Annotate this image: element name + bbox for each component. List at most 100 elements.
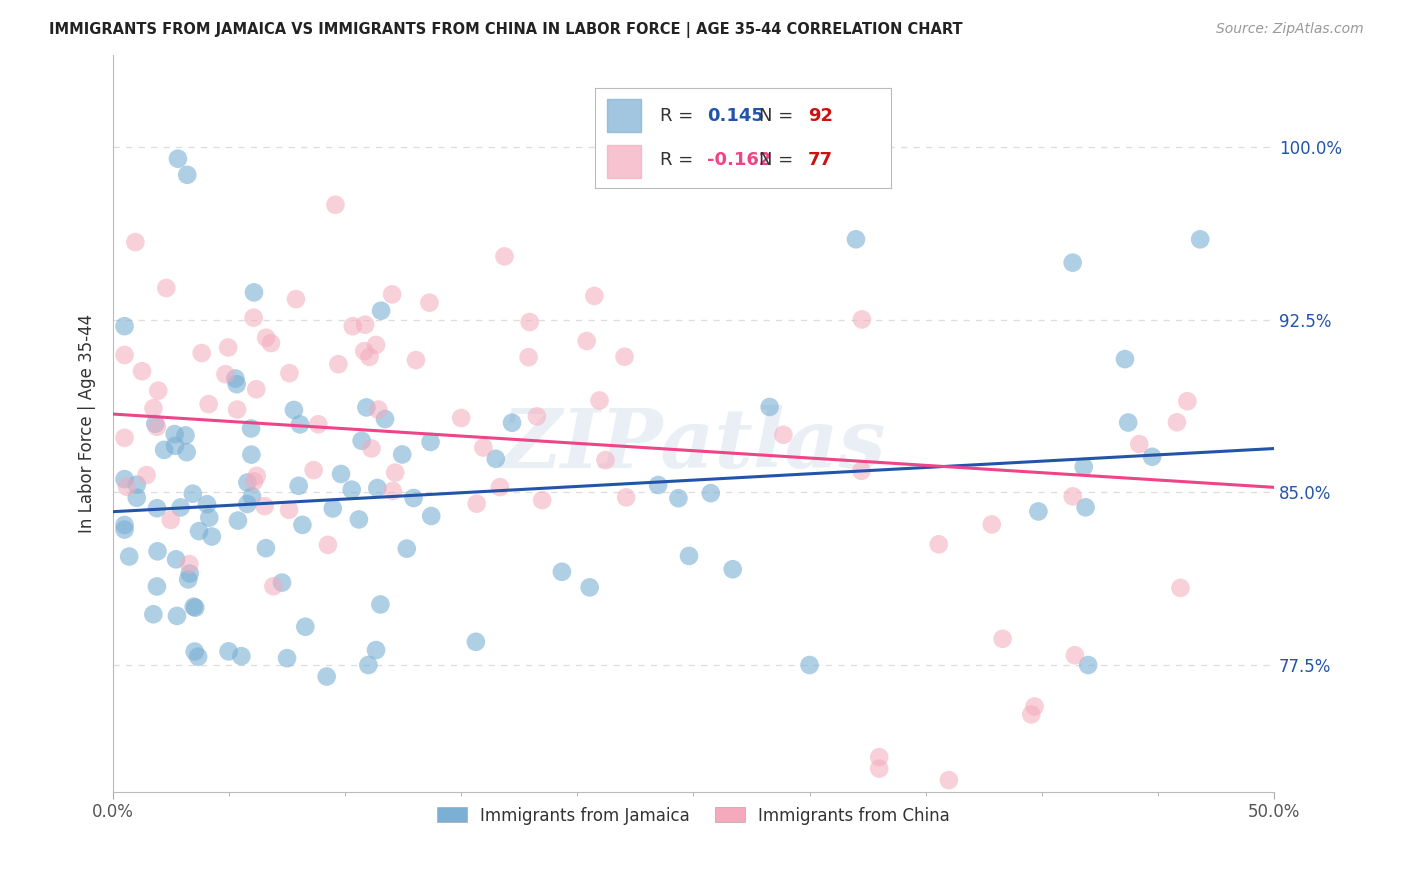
Point (291, 517, 314, 532)
Point (519, 315, 541, 329)
Point (242, 310, 264, 325)
Point (868, 750, 890, 764)
Point (245, 382, 267, 396)
Point (1073, 459, 1095, 474)
Point (354, 318, 377, 332)
Point (184, 600, 207, 615)
Point (928, 537, 950, 551)
Point (163, 439, 186, 453)
Point (114, 518, 136, 533)
Point (217, 341, 239, 355)
Point (179, 557, 201, 571)
Point (187, 649, 209, 664)
Point (142, 401, 165, 416)
Point (583, 289, 606, 303)
Point (167, 152, 190, 166)
Point (464, 634, 486, 648)
Point (153, 442, 176, 457)
Point (419, 434, 441, 449)
Point (472, 441, 495, 455)
Point (146, 544, 169, 558)
Point (1062, 489, 1084, 503)
Point (271, 575, 294, 590)
Point (131, 364, 153, 378)
Point (302, 463, 325, 477)
Point (231, 649, 253, 664)
Point (1062, 255, 1084, 269)
Point (243, 475, 266, 489)
Point (678, 549, 700, 563)
Point (143, 417, 166, 431)
Point (381, 483, 404, 498)
Point (364, 643, 387, 657)
Point (551, 565, 574, 579)
Point (531, 493, 554, 508)
Point (353, 344, 375, 359)
Point (165, 552, 187, 566)
Point (360, 442, 382, 456)
Point (287, 479, 309, 493)
Point (125, 477, 148, 491)
Point (450, 411, 472, 425)
Point (214, 368, 236, 382)
Point (276, 651, 298, 665)
Point (307, 417, 329, 432)
Point (283, 403, 305, 417)
Point (595, 453, 617, 467)
Point (1074, 500, 1097, 515)
Point (159, 513, 181, 527)
Point (614, 491, 637, 505)
Point (340, 483, 363, 497)
Point (1028, 504, 1050, 518)
Point (288, 417, 311, 432)
Point (240, 490, 263, 504)
Point (391, 447, 413, 461)
Point (668, 491, 690, 506)
Point (501, 416, 523, 430)
Point (1116, 416, 1139, 430)
Point (254, 541, 277, 556)
Point (758, 400, 780, 414)
Point (278, 503, 301, 517)
Point (489, 480, 512, 494)
Point (243, 285, 266, 300)
Point (700, 486, 723, 500)
Point (114, 348, 136, 362)
Point (125, 491, 148, 505)
Point (218, 644, 240, 658)
Point (201, 530, 224, 544)
Point (181, 486, 204, 500)
Point (135, 468, 157, 483)
Point (118, 549, 141, 564)
Point (1024, 699, 1046, 714)
Point (183, 644, 205, 658)
Point (325, 198, 347, 212)
Point (384, 466, 406, 480)
Point (114, 319, 136, 334)
Point (1019, 707, 1042, 722)
Point (494, 249, 516, 263)
Point (356, 401, 378, 415)
Point (294, 620, 316, 634)
Point (402, 491, 425, 505)
Point (195, 497, 218, 511)
Point (284, 292, 307, 306)
Point (370, 598, 392, 612)
Point (1064, 648, 1087, 663)
Point (1077, 658, 1099, 673)
Y-axis label: In Labor Force | Age 35-44: In Labor Force | Age 35-44 (79, 314, 96, 533)
Point (176, 168, 198, 182)
Point (197, 397, 219, 411)
Point (166, 608, 188, 623)
Point (578, 580, 600, 594)
Point (316, 538, 339, 552)
Point (851, 464, 873, 478)
Point (176, 445, 198, 459)
Point (146, 419, 169, 434)
Legend: Immigrants from Jamaica, Immigrants from China: Immigrants from Jamaica, Immigrants from… (430, 800, 956, 831)
Text: ZIPatlas: ZIPatlas (501, 406, 886, 485)
Point (115, 480, 138, 494)
Point (1114, 352, 1136, 367)
Point (359, 350, 381, 364)
Point (146, 579, 169, 593)
